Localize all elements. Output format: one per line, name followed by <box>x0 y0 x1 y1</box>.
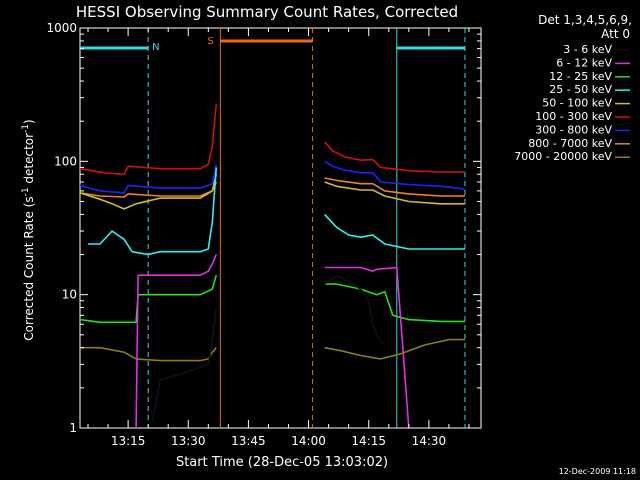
series-layer <box>79 103 466 429</box>
legend-label: 100 - 300 keV <box>535 110 612 123</box>
series-line-6-12keV <box>135 254 218 429</box>
x-axis-ticks: 13:15 13:30 13:45 14:00 14:15 14:30 <box>87 28 470 448</box>
series-line-100-300keV <box>79 103 218 176</box>
series-line-7000-20000keV <box>80 346 217 362</box>
legend-label: 3 - 6 keV <box>563 43 612 56</box>
x-tick-label: 14:15 <box>351 434 386 448</box>
series-line-25-50keV <box>88 167 218 256</box>
series-line-300-800keV <box>79 164 218 194</box>
series-line-50-100keV <box>79 174 218 210</box>
x-tick-label: 14:30 <box>412 434 447 448</box>
series-line-300-800keV <box>324 160 466 190</box>
legend-label: 300 - 800 keV <box>535 123 612 136</box>
legend-header-line-1: Det 1,3,4,5,6,9, <box>538 13 632 27</box>
y-tick-label: 100 <box>54 154 77 168</box>
orbit-markers-layer: NS <box>80 28 466 428</box>
legend-label: 6 - 12 keV <box>556 56 612 69</box>
series-line-12-25keV <box>79 274 218 324</box>
x-tick-label: 13:30 <box>171 434 206 448</box>
series-line-3-6keV <box>324 274 386 345</box>
legend-label: 7000 - 20000 keV <box>514 150 612 163</box>
legend-label: 12 - 25 keV <box>549 70 612 83</box>
y-tick-label: 1000 <box>46 21 77 35</box>
series-line-12-25keV <box>324 283 465 323</box>
x-tick-label: 14:00 <box>291 434 326 448</box>
plot-frame <box>79 27 482 429</box>
generation-date: 12-Dec-2009 11:18 <box>559 467 636 476</box>
series-line-25-50keV <box>324 213 465 250</box>
legend-label: 800 - 7000 keV <box>528 137 612 150</box>
legend-label: 25 - 50 keV <box>549 83 612 96</box>
x-axis-label: Start Time (28-Dec-05 13:03:02) <box>176 455 388 470</box>
series-line-50-100keV <box>324 181 465 205</box>
series-line-100-300keV <box>324 141 465 173</box>
y-axis-label: Corrected Count Rate (s-1 detector-1) <box>21 119 36 340</box>
series-line-3-6keV <box>151 307 218 423</box>
saa-marker-label: S <box>207 36 213 47</box>
series-line-7000-20000keV <box>324 338 465 360</box>
legend-label: 50 - 100 keV <box>542 97 612 110</box>
legend-header-line-2: Att 0 <box>601 27 630 41</box>
x-tick-label: 13:45 <box>231 434 266 448</box>
chart-title: HESSI Observing Summary Count Rates, Cor… <box>76 3 458 21</box>
series-line-6-12keV <box>324 266 410 429</box>
y-tick-label: 1 <box>69 421 77 435</box>
y-tick-label: 10 <box>62 288 77 302</box>
plot-area: NS <box>79 27 482 429</box>
night-marker-label: N <box>152 42 159 53</box>
x-tick-label: 13:15 <box>111 434 146 448</box>
series-line-800-7000keV <box>324 177 465 197</box>
y-axis-ticks: 1 10 100 1000 <box>46 21 481 435</box>
